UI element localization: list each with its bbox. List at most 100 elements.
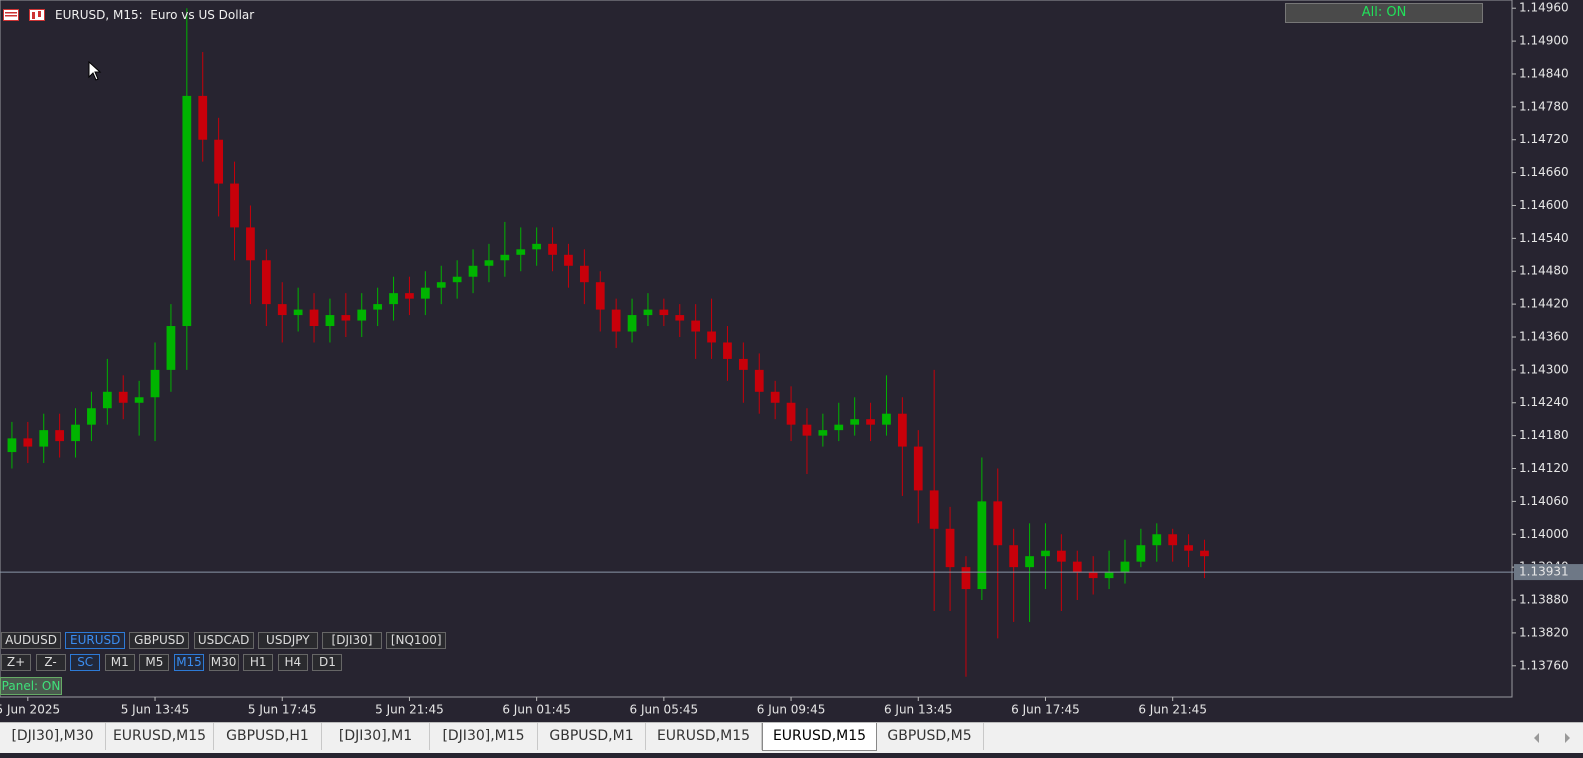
- chart-tab[interactable]: EURUSD,M15: [106, 723, 214, 750]
- timeframe-button[interactable]: M5: [139, 654, 170, 671]
- timeframe-button[interactable]: M15: [174, 654, 204, 671]
- chart-tab[interactable]: [DJI30],M30: [0, 723, 106, 750]
- y-tick-label: 1.13760: [1519, 658, 1569, 672]
- symbol-button[interactable]: USDCAD: [193, 632, 254, 649]
- candle-body: [818, 430, 828, 436]
- candle-body: [802, 424, 812, 436]
- candle-body: [71, 424, 80, 442]
- y-tick-label: 1.14180: [1519, 428, 1569, 442]
- timeframe-button[interactable]: H1: [243, 654, 274, 671]
- chart-tab[interactable]: [DJI30],M1: [322, 723, 430, 750]
- candle-body: [786, 402, 796, 425]
- symbol-button[interactable]: USDJPY: [257, 632, 318, 649]
- candle-body: [929, 490, 939, 529]
- x-tick-label: 6 Jun 17:45: [1011, 703, 1080, 717]
- tab-bar: [DJI30],M30 EURUSD,M15 GBPUSD,H1 [DJI30],M1…: [0, 722, 1583, 753]
- x-tick-label: 5 Jun 17:45: [248, 703, 317, 717]
- chart-tab[interactable]: EURUSD,M15: [762, 723, 877, 751]
- y-tick-label: 1.14960: [1519, 1, 1569, 15]
- chart-title: EURUSD, M15: Euro vs US Dollar: [55, 8, 255, 22]
- chart-tab[interactable]: EURUSD,M15: [646, 723, 762, 750]
- x-tick-label: 5 Jun 21:45: [375, 703, 444, 717]
- chart-tab[interactable]: GBPUSD,M5: [876, 723, 984, 750]
- y-tick-label: 1.14840: [1519, 66, 1569, 80]
- tab-scroll-arrows[interactable]: [1533, 732, 1573, 744]
- candle-body: [468, 265, 478, 277]
- y-tick-label: 1.14360: [1519, 329, 1569, 343]
- candle-body: [357, 309, 367, 321]
- candle-body: [691, 320, 701, 332]
- candle-body: [1088, 572, 1098, 579]
- candle-body: [945, 528, 955, 568]
- x-tick-label: 5 Jun 2025: [0, 703, 60, 717]
- timeframe-button[interactable]: Z-: [35, 654, 66, 671]
- candle-body: [1041, 550, 1050, 557]
- y-tick-label: 1.14300: [1519, 362, 1569, 376]
- candle-body: [913, 446, 923, 491]
- y-tick-label: 1.14480: [1519, 264, 1569, 278]
- candle-body: [770, 391, 780, 403]
- all-toggle[interactable]: All: ON: [1285, 3, 1483, 23]
- timeframe-button[interactable]: M1: [104, 654, 135, 671]
- candle-body: [866, 419, 875, 425]
- candle-body: [214, 139, 224, 184]
- timeframe-button[interactable]: D1: [312, 654, 343, 671]
- x-tick-label: 6 Jun 09:45: [757, 703, 826, 717]
- symbol-button[interactable]: [DJI30]: [322, 632, 382, 649]
- candle-body: [1072, 561, 1082, 573]
- chart-tab[interactable]: GBPUSD,M1: [538, 723, 646, 750]
- symbol-button[interactable]: [NQ100]: [386, 632, 447, 649]
- menu-icon[interactable]: [3, 9, 19, 21]
- candle-body: [897, 413, 907, 447]
- candle-body: [659, 309, 669, 316]
- candle-body: [7, 438, 17, 453]
- candle-body: [993, 501, 1003, 546]
- candle-body: [150, 369, 160, 398]
- candle-body: [707, 331, 716, 343]
- candle-body: [1104, 572, 1114, 579]
- symbol-button[interactable]: EURUSD: [65, 632, 126, 649]
- timeframe-button[interactable]: SC: [70, 654, 101, 671]
- candle-body: [882, 413, 891, 425]
- candle-body: [1152, 534, 1162, 546]
- candle-body: [87, 408, 96, 425]
- symbol-button[interactable]: AUDUSD: [1, 632, 61, 649]
- timeframe-button[interactable]: H4: [277, 654, 308, 671]
- candle-body: [738, 358, 748, 370]
- y-tick-label: 1.14720: [1519, 132, 1569, 146]
- candle-body: [1120, 561, 1130, 573]
- candle-body: [850, 419, 860, 425]
- y-tick-label: 1.14660: [1519, 165, 1569, 179]
- x-tick-label: 6 Jun 01:45: [502, 703, 571, 717]
- chart-icon[interactable]: [29, 9, 45, 21]
- panel-toggle[interactable]: Panel: ON: [0, 677, 62, 695]
- candle-body: [261, 260, 271, 305]
- y-tick-label: 1.14900: [1519, 34, 1569, 48]
- candle-body: [1136, 545, 1146, 562]
- symbol-button[interactable]: GBPUSD: [129, 632, 190, 649]
- candle-body: [1168, 534, 1178, 546]
- timeframe-button[interactable]: Z+: [1, 654, 31, 671]
- y-tick-label: 1.13880: [1519, 593, 1569, 607]
- candle-body: [961, 567, 971, 590]
- candle-body: [389, 293, 398, 305]
- candle-body: [39, 430, 49, 447]
- candle-body: [182, 95, 192, 327]
- candle-body: [420, 287, 430, 299]
- x-tick-label: 6 Jun 13:45: [884, 703, 953, 717]
- plot-area: [0, 0, 1513, 698]
- y-tick-label: 1.13820: [1519, 625, 1569, 639]
- candle-body: [579, 265, 589, 283]
- candle-body: [643, 309, 653, 316]
- candle-body: [834, 424, 844, 431]
- candle-body: [325, 315, 335, 327]
- candle-body: [436, 282, 446, 288]
- y-tick-label: 1.14120: [1519, 461, 1569, 475]
- y-tick-label: 1.14780: [1519, 99, 1569, 113]
- timeframe-button[interactable]: M30: [208, 654, 239, 671]
- chart-tab[interactable]: [DJI30],M15: [430, 723, 538, 750]
- candle-body: [373, 304, 383, 310]
- chart-tab[interactable]: GBPUSD,H1: [214, 723, 322, 750]
- y-tick-label: 1.14420: [1519, 297, 1569, 311]
